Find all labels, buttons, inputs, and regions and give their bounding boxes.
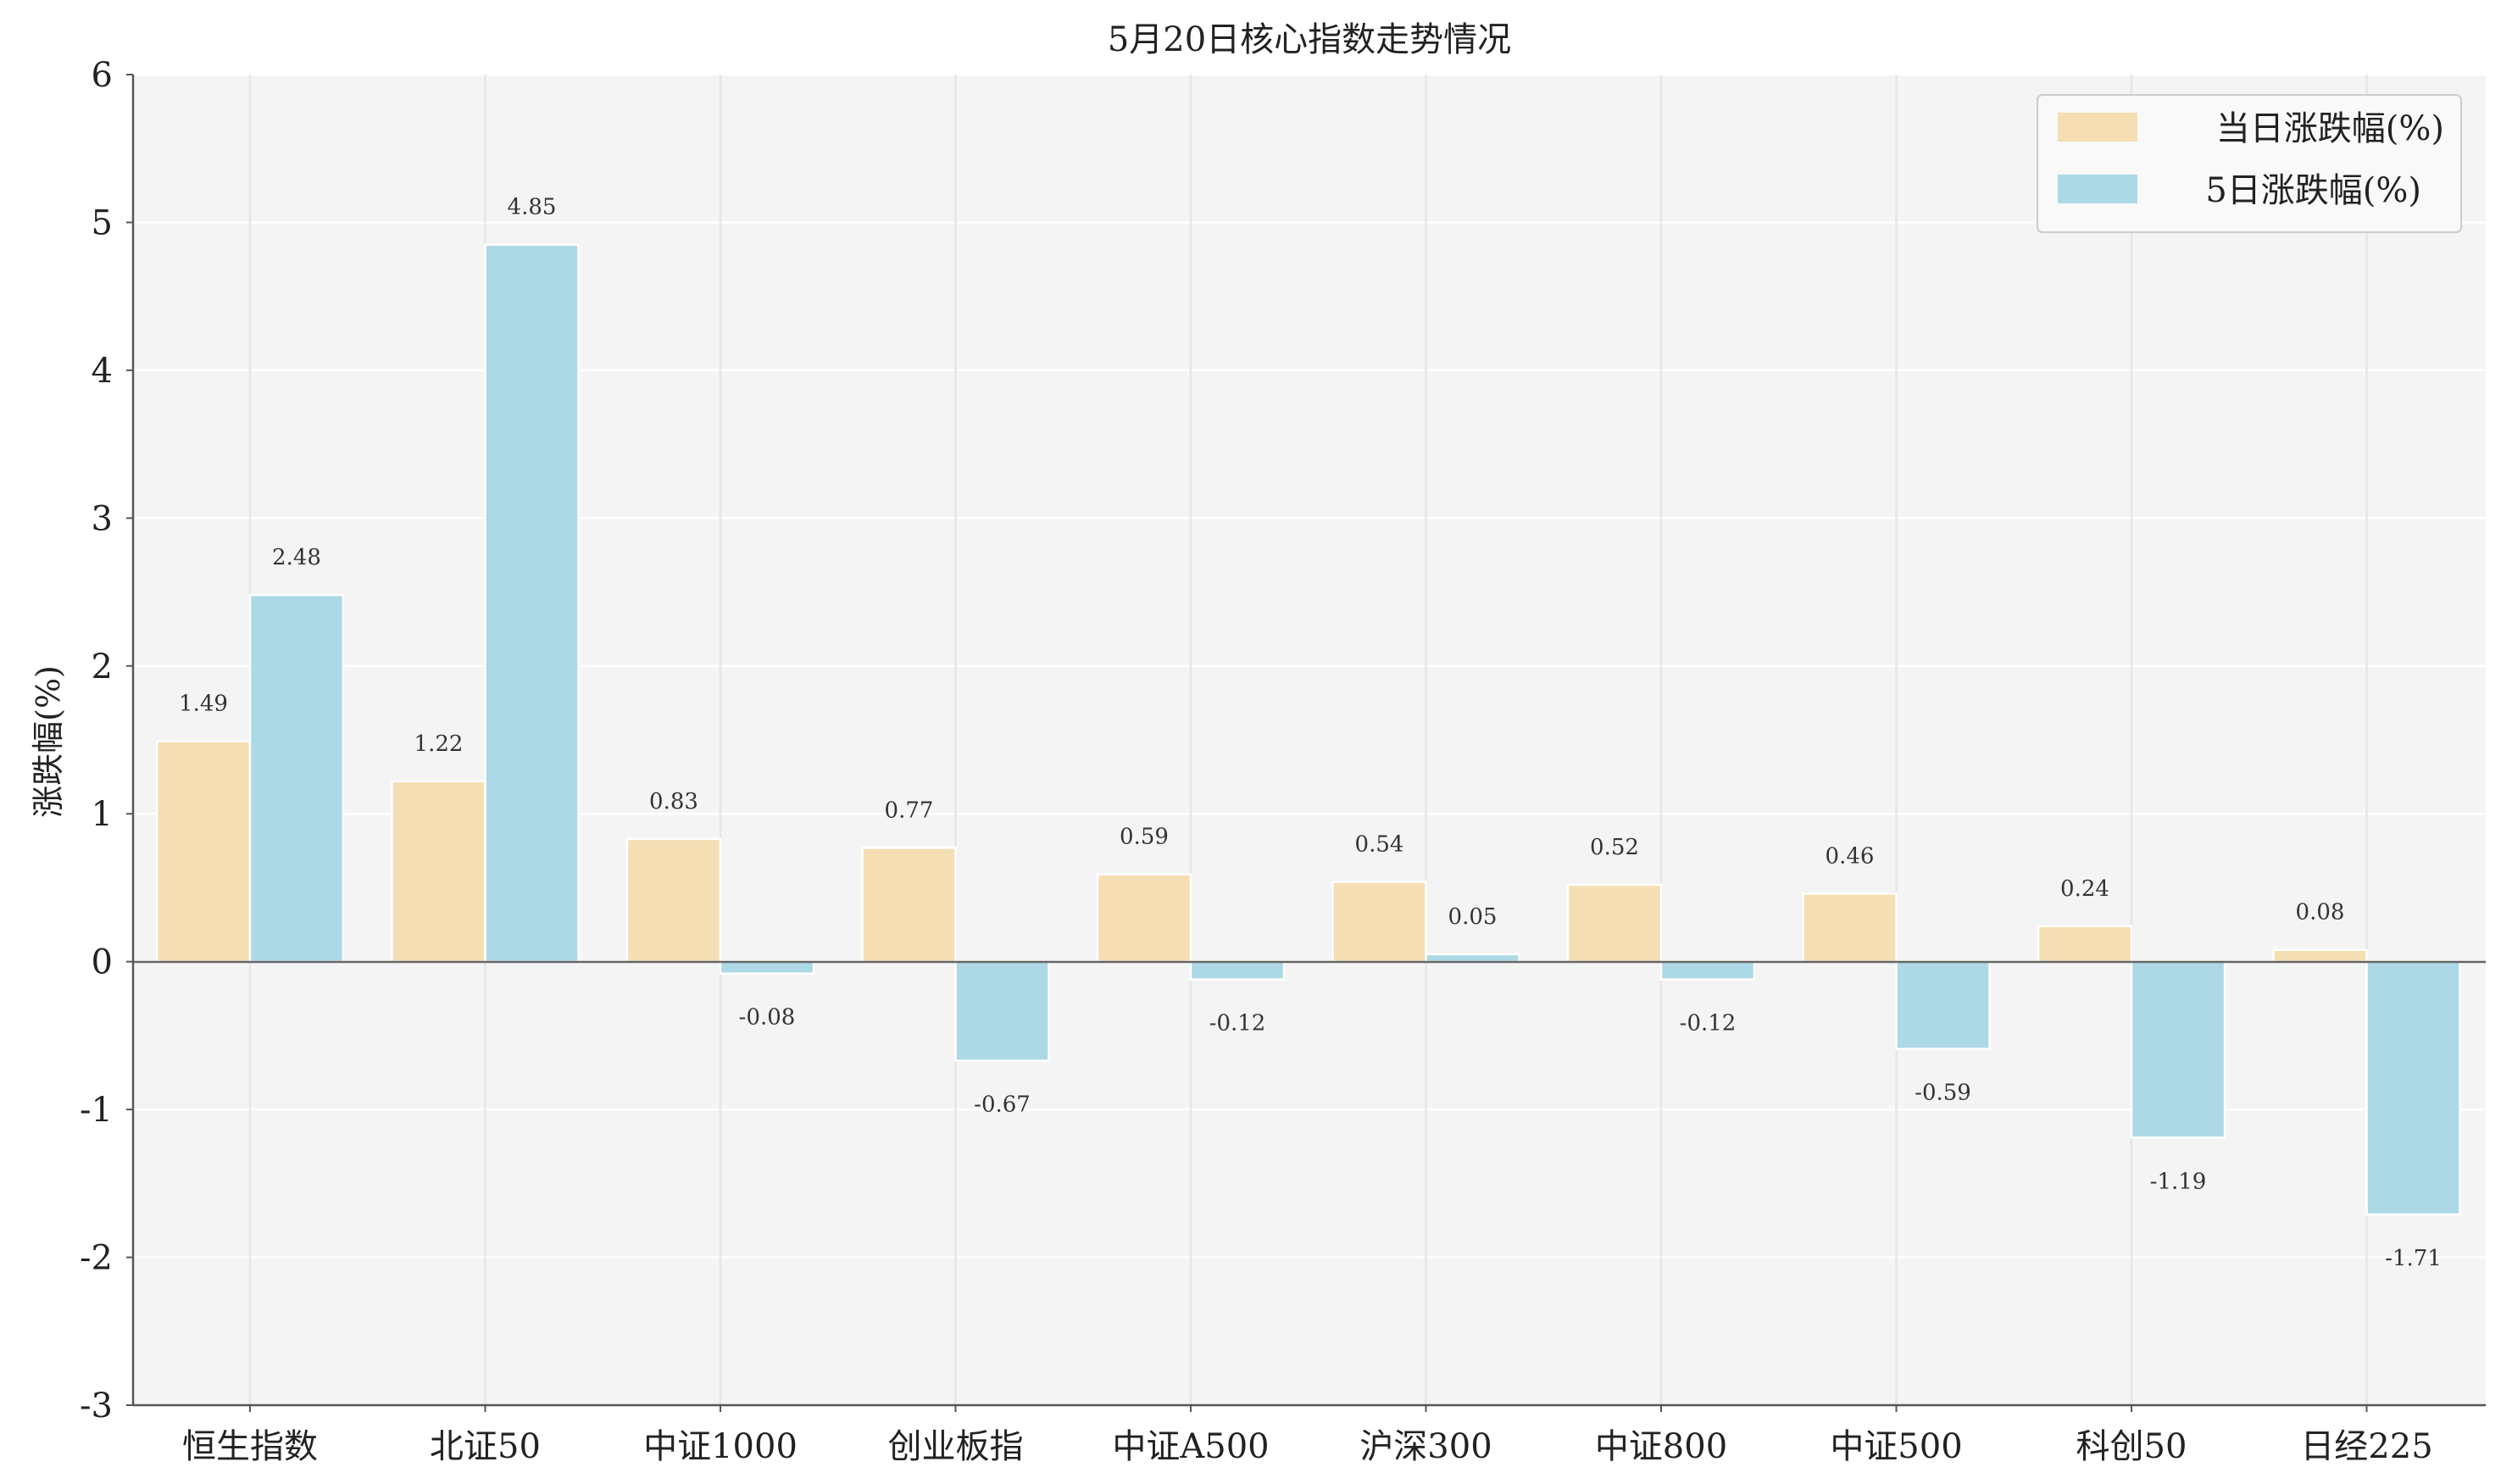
bar-daily — [2037, 925, 2133, 963]
legend: 当日涨跌幅(%) 5日涨跌幅(%) — [2037, 94, 2462, 233]
bar-daily — [625, 837, 722, 963]
data-labels: 1.49 1.22 0.83 0.77 0.59 0.54 0.52 0.46 0.24 0.08… — [179, 195, 2442, 1271]
bar-daily — [861, 847, 957, 963]
data-label: -0.08 — [739, 1005, 796, 1031]
data-label: 0.08 — [2296, 900, 2345, 925]
legend-swatch-daily — [2058, 113, 2137, 142]
y-tick-label: 1 — [92, 795, 113, 834]
bar-daily — [1566, 883, 1663, 963]
x-tick-label: 中证800 — [1595, 1427, 1727, 1466]
bar-5day — [719, 960, 815, 975]
data-label: -0.59 — [1915, 1081, 1971, 1106]
y-tick-label: -3 — [80, 1387, 113, 1426]
data-label: 2.48 — [272, 545, 321, 570]
data-label: 0.83 — [649, 789, 698, 814]
data-label: -0.12 — [1680, 1011, 1737, 1037]
y-tick-label: 5 — [92, 203, 113, 242]
bar-daily — [155, 740, 252, 963]
y-tick-label: -1 — [80, 1091, 113, 1130]
y-axis-label: 涨跌幅(%) — [30, 665, 67, 818]
bar-5day — [1659, 960, 1756, 981]
legend-swatch-5day — [2058, 175, 2137, 203]
data-label: -0.67 — [974, 1092, 1031, 1118]
y-tick-label: 3 — [92, 499, 113, 538]
bar-5day — [1895, 960, 1991, 1050]
bar-daily — [1802, 892, 1898, 963]
x-tick-label: 创业板指 — [888, 1427, 1024, 1466]
data-label: 0.05 — [1448, 904, 1498, 930]
data-label: 0.54 — [1355, 831, 1404, 857]
x-tick-label: 中证500 — [1830, 1427, 1962, 1466]
legend-box — [2037, 94, 2462, 233]
data-label: 1.22 — [414, 731, 464, 757]
data-label: -0.12 — [1209, 1011, 1266, 1037]
bar-daily — [391, 780, 486, 963]
data-label: 0.77 — [885, 798, 934, 823]
bar-daily — [2272, 948, 2368, 963]
data-label: -1.71 — [2385, 1246, 2442, 1271]
data-label: 0.24 — [2060, 876, 2109, 902]
data-label: 4.85 — [508, 195, 557, 220]
x-tick-label: 北证50 — [430, 1427, 541, 1466]
y-tick-label: 4 — [92, 352, 113, 391]
bars — [155, 243, 2461, 1216]
x-tick-label: 沪深300 — [1359, 1427, 1492, 1466]
chart-title: 5月20日核心指数走势情况 — [1108, 20, 1511, 59]
bar-5day — [2130, 960, 2226, 1139]
bar-5day — [1189, 960, 1286, 981]
y-tick-label: 6 — [92, 56, 113, 95]
bar-daily — [1331, 881, 1427, 963]
data-label: 0.46 — [1826, 843, 1875, 869]
y-tick-label: 0 — [92, 943, 113, 982]
bar-5day — [954, 960, 1050, 1062]
y-ticks: 6 5 4 3 2 1 0 -1 -2 -3 — [80, 56, 133, 1426]
x-ticks: 恒生指数 北证50 中证1000 创业板指 中证A500 沪深300 中证800 中证500 科… — [182, 1405, 2433, 1466]
data-label: -1.19 — [2150, 1169, 2207, 1194]
data-label: 0.59 — [1120, 825, 1169, 850]
bar-5day — [248, 593, 345, 963]
y-tick-label: 2 — [92, 648, 113, 686]
x-tick-label: 恒生指数 — [182, 1427, 318, 1466]
bar-5day — [2365, 960, 2461, 1216]
x-tick-label: 中证1000 — [643, 1427, 798, 1466]
x-tick-label: 中证A500 — [1112, 1427, 1269, 1466]
bar-daily — [1096, 873, 1192, 963]
x-tick-label: 日经225 — [2300, 1427, 2432, 1466]
legend-label-5day: 5日涨跌幅(%) — [2205, 171, 2421, 210]
bar-5day — [484, 243, 580, 963]
data-label: 0.52 — [1590, 835, 1639, 860]
bar-5day — [1425, 953, 1520, 963]
data-label: 1.49 — [179, 692, 228, 717]
y-tick-label: -2 — [80, 1239, 113, 1278]
legend-label-daily: 当日涨跌幅(%) — [2216, 109, 2444, 148]
x-tick-label: 科创50 — [2076, 1427, 2187, 1466]
